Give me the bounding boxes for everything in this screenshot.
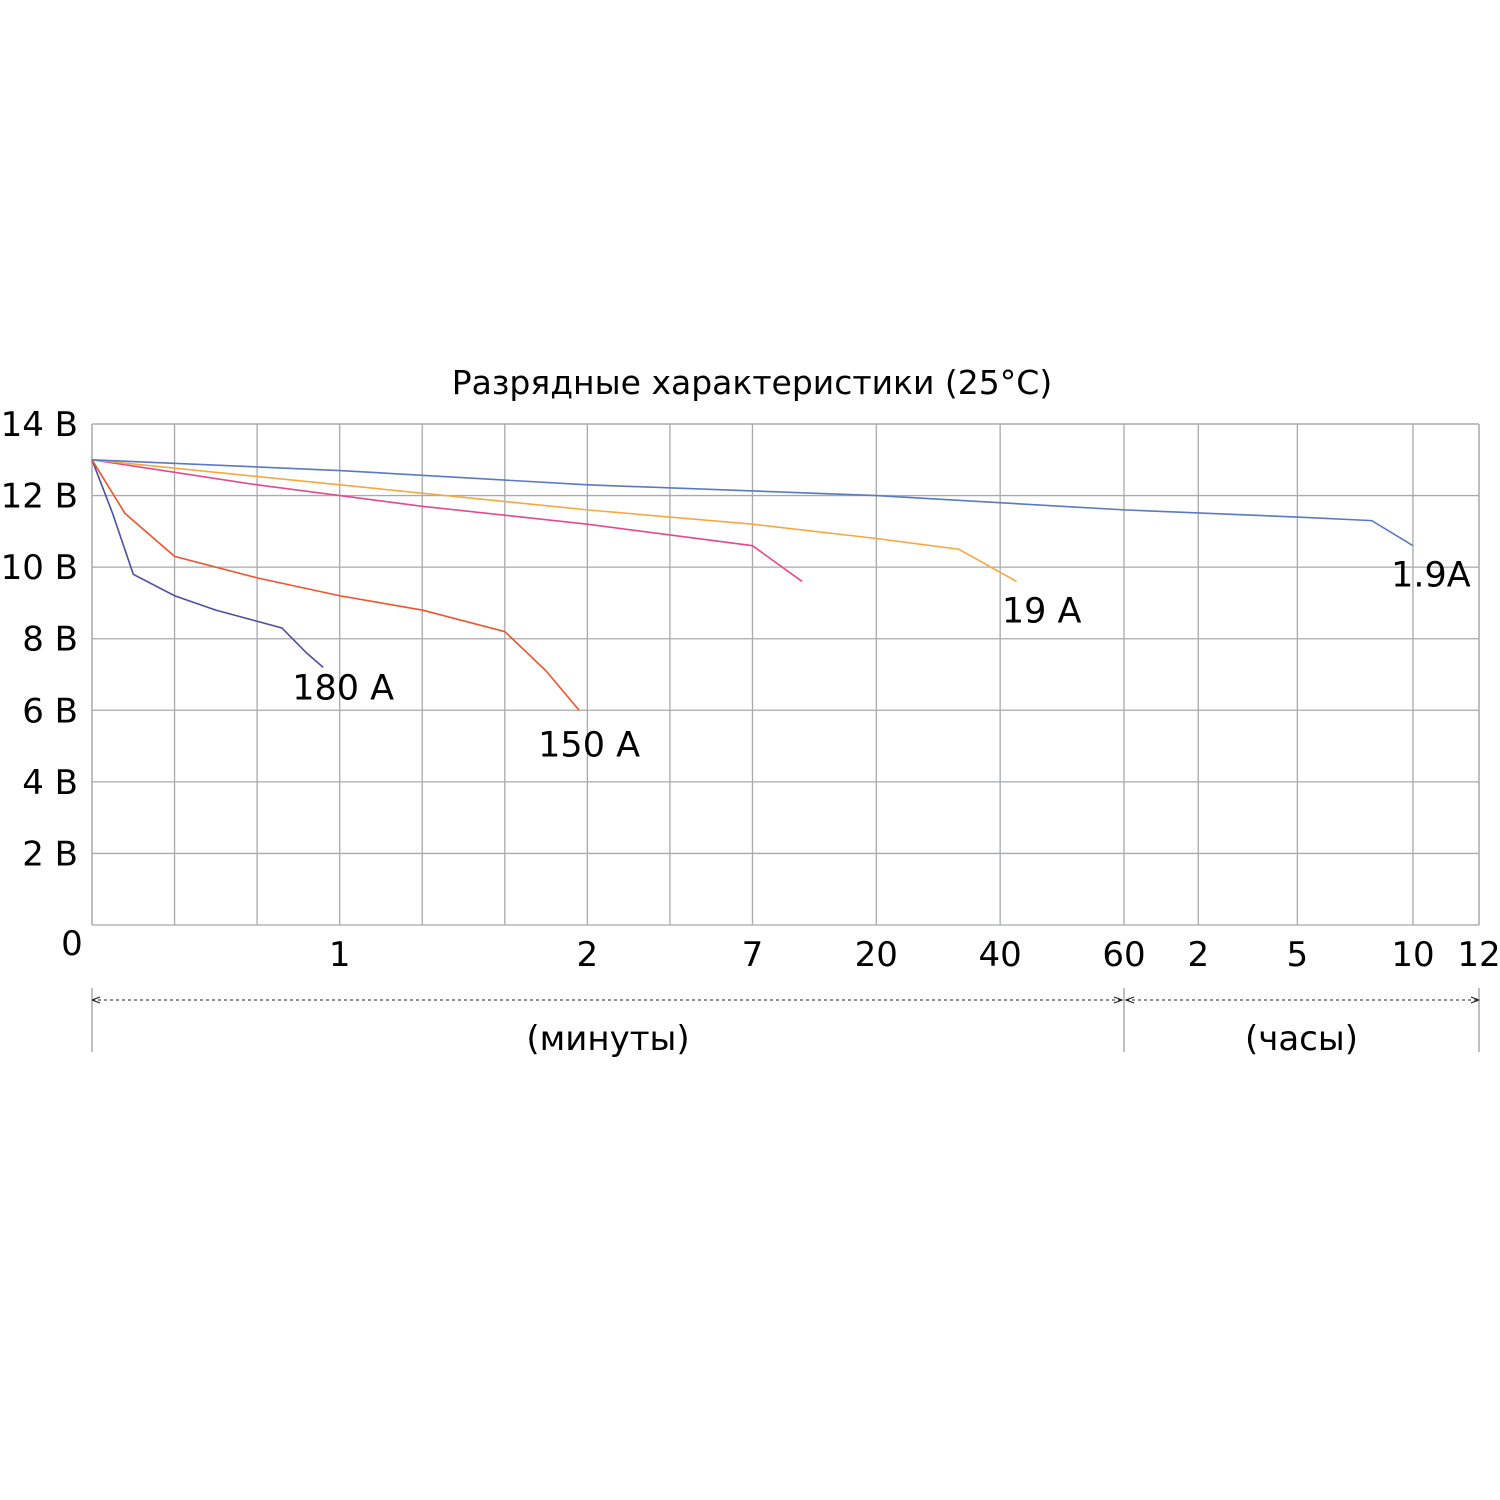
x-tick-label: 5: [1287, 935, 1309, 975]
time-ranges: (минуты) (часы): [92, 988, 1479, 1059]
series-labels: 180 A 150 A 19 A 1.9A: [292, 556, 1471, 766]
y-tick-label: 6 В: [22, 691, 78, 731]
x-tick-label: 2: [577, 935, 599, 975]
series-label: 19 A: [1002, 591, 1082, 631]
origin-label: 0: [61, 924, 83, 964]
discharge-curves: [91, 458, 1414, 711]
series-label: 1.9A: [1391, 556, 1471, 596]
series-line: [91, 458, 803, 583]
y-tick-label: 8 В: [22, 620, 78, 660]
y-tick-label: 4 В: [22, 763, 78, 803]
chart-title: Разрядные характеристики (25°C): [452, 363, 1052, 402]
series-line: [91, 459, 324, 668]
x-tick-label: 40: [979, 935, 1022, 975]
grid: [91, 423, 1480, 926]
series-line: [91, 458, 1018, 583]
x-tick-label: 20: [855, 935, 898, 975]
series-line: [91, 459, 580, 711]
y-axis-ticks: 14 В 12 В 10 В 8 В 6 В 4 В 2 В 0: [1, 405, 83, 964]
x-axis-ticks: 1 2 7 20 40 60 2 5 10 12: [329, 935, 1500, 975]
series-line: [91, 458, 1414, 547]
y-tick-label: 10 В: [1, 548, 78, 588]
x-tick-label: 7: [742, 935, 764, 975]
range-label: (часы): [1245, 1019, 1358, 1059]
y-tick-label: 12 В: [1, 477, 78, 517]
x-tick-label: 12: [1457, 935, 1500, 975]
series-label: 150 A: [538, 725, 640, 765]
x-tick-label: 2: [1187, 935, 1209, 975]
y-tick-label: 14 В: [1, 405, 78, 445]
x-tick-label: 60: [1102, 935, 1145, 975]
x-tick-label: 10: [1391, 935, 1434, 975]
series-label: 180 A: [292, 668, 394, 708]
y-tick-label: 2 В: [22, 834, 78, 874]
range-label: (минуты): [526, 1019, 689, 1059]
x-tick-label: 1: [329, 935, 351, 975]
